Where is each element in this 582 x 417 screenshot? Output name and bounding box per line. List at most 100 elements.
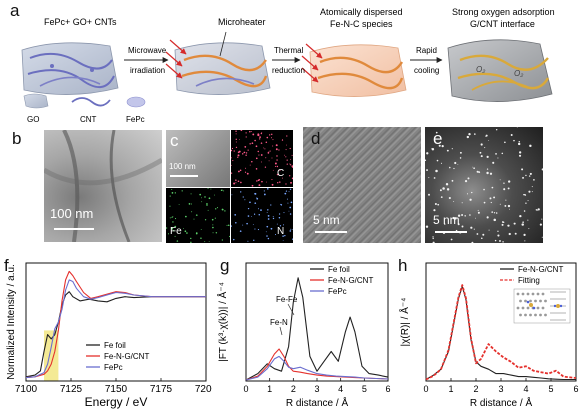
ft-legend-fepc: FePc [328, 287, 347, 296]
speckle-dot [267, 152, 270, 154]
speckle-dot [432, 241, 435, 243]
speckle-dot [195, 232, 198, 235]
speckle-dot [497, 230, 499, 232]
speckle-dot [289, 230, 292, 232]
speckle-dot [231, 157, 232, 159]
speckle-dot [233, 182, 236, 185]
speckle-dot [249, 143, 251, 145]
speckle-dot [240, 181, 242, 184]
speckle-dot [473, 167, 475, 170]
speckle-dot [289, 163, 291, 165]
schematic-legend: GO CNT FePc [23, 93, 146, 124]
carbon-atom [524, 299, 527, 303]
carbon-atom [526, 306, 530, 310]
speckle-dot [469, 198, 472, 201]
speckle-dot [476, 233, 479, 235]
speckle-dot [279, 169, 281, 171]
speckle-dot [495, 153, 497, 155]
speckle-dot [263, 190, 265, 192]
speckle-dot [235, 130, 237, 132]
x-tick-label: 0 [423, 384, 428, 394]
speckle-dot [531, 191, 533, 193]
speckle-dot [200, 229, 202, 230]
speckle-dot [459, 151, 462, 154]
speckle-dot [244, 151, 246, 153]
x-tick-label: 5 [362, 384, 367, 394]
speckle-dot [253, 239, 255, 242]
carbon-atom [519, 299, 522, 303]
speckle-dot [468, 132, 471, 136]
speckle-dot [285, 190, 288, 192]
speckle-dot [260, 133, 262, 135]
speckle-dot [502, 241, 504, 243]
speckle-dot [268, 151, 270, 153]
speckle-dot [245, 132, 247, 134]
series-line-fitting [425, 284, 577, 381]
carbon-atom [521, 306, 525, 310]
ft-x-axis-label: R distance / Å [286, 396, 349, 409]
speckle-dot [270, 137, 273, 139]
scale-label-d: 5 nm [313, 213, 340, 227]
speckle-dot [166, 227, 168, 229]
speckle-dot [284, 154, 286, 156]
legend-fepc: FePc [126, 115, 145, 124]
speckle-dot [430, 148, 432, 150]
speckle-dot [242, 224, 244, 226]
speckle-dot [231, 147, 234, 150]
speckle-dot [522, 221, 524, 223]
speckle-dot [529, 172, 532, 176]
speckle-dot [275, 148, 278, 151]
speckle-dot [276, 159, 278, 161]
speckle-dot [452, 216, 455, 220]
speckle-dot [523, 193, 525, 196]
speckle-dot [224, 210, 226, 212]
speckle-dot [259, 138, 261, 140]
speckle-dot [255, 157, 258, 160]
fit-x-axis-label: R distance / Å [470, 396, 533, 409]
eds-label-fe: Fe [170, 226, 182, 237]
xanes-legend-fe-n-g-cnt: Fe-N-G/CNT [104, 352, 149, 361]
speckle-dot [495, 212, 498, 214]
speckle-dot [282, 240, 284, 241]
speckle-dot [171, 227, 173, 229]
xanes-y-axis-label: Normalized Intensity / a.u. [6, 264, 17, 380]
speckle-dot [451, 179, 454, 182]
stage2-title-2: Fe-N-C species [330, 19, 393, 29]
speckle-dot [237, 170, 240, 173]
speckle-dot [467, 177, 470, 180]
carbon-atom [531, 292, 535, 296]
speckle-dot [425, 159, 427, 162]
speckle-dot [247, 240, 249, 242]
arrow3-caption-1: Rapid [416, 46, 437, 55]
speckle-dot [193, 218, 195, 220]
speckle-dot [457, 214, 461, 217]
speckle-dot [432, 236, 434, 238]
speckle-dot [285, 183, 287, 185]
speckle-dot [440, 162, 443, 164]
speckle-dot [501, 152, 504, 155]
speckle-dot [278, 213, 281, 215]
fit-legend-fitting: Fitting [518, 276, 540, 285]
speckle-dot [235, 146, 238, 149]
speckle-dot [254, 139, 256, 142]
ft-y-axis-label: |FT (k³·χ(k))| / Å⁻⁴ [216, 282, 229, 362]
speckle-dot [485, 136, 487, 138]
speckle-dot [522, 176, 524, 179]
speckle-dot [477, 211, 480, 214]
series-line-fe-foil [245, 277, 389, 381]
speckle-dot [245, 136, 247, 138]
x-tick-label: 2 [473, 384, 478, 394]
speckle-dot [484, 147, 486, 149]
x-tick-label: 4 [523, 384, 528, 394]
speckle-dot [265, 231, 267, 233]
synthesis-schematic: O₂ O₂ FePc+ GO+ CNTs Microheater Atomica… [21, 7, 555, 124]
carbon-atom [534, 313, 537, 317]
speckle-dot [259, 136, 261, 139]
speckle-dot [504, 204, 507, 207]
speckle-dot [272, 145, 274, 147]
o2-label-2: O₂ [514, 69, 523, 78]
speckle-dot [457, 164, 459, 166]
speckle-dot [257, 150, 259, 153]
speckle-dot [289, 175, 291, 177]
speckle-dot [204, 196, 206, 198]
